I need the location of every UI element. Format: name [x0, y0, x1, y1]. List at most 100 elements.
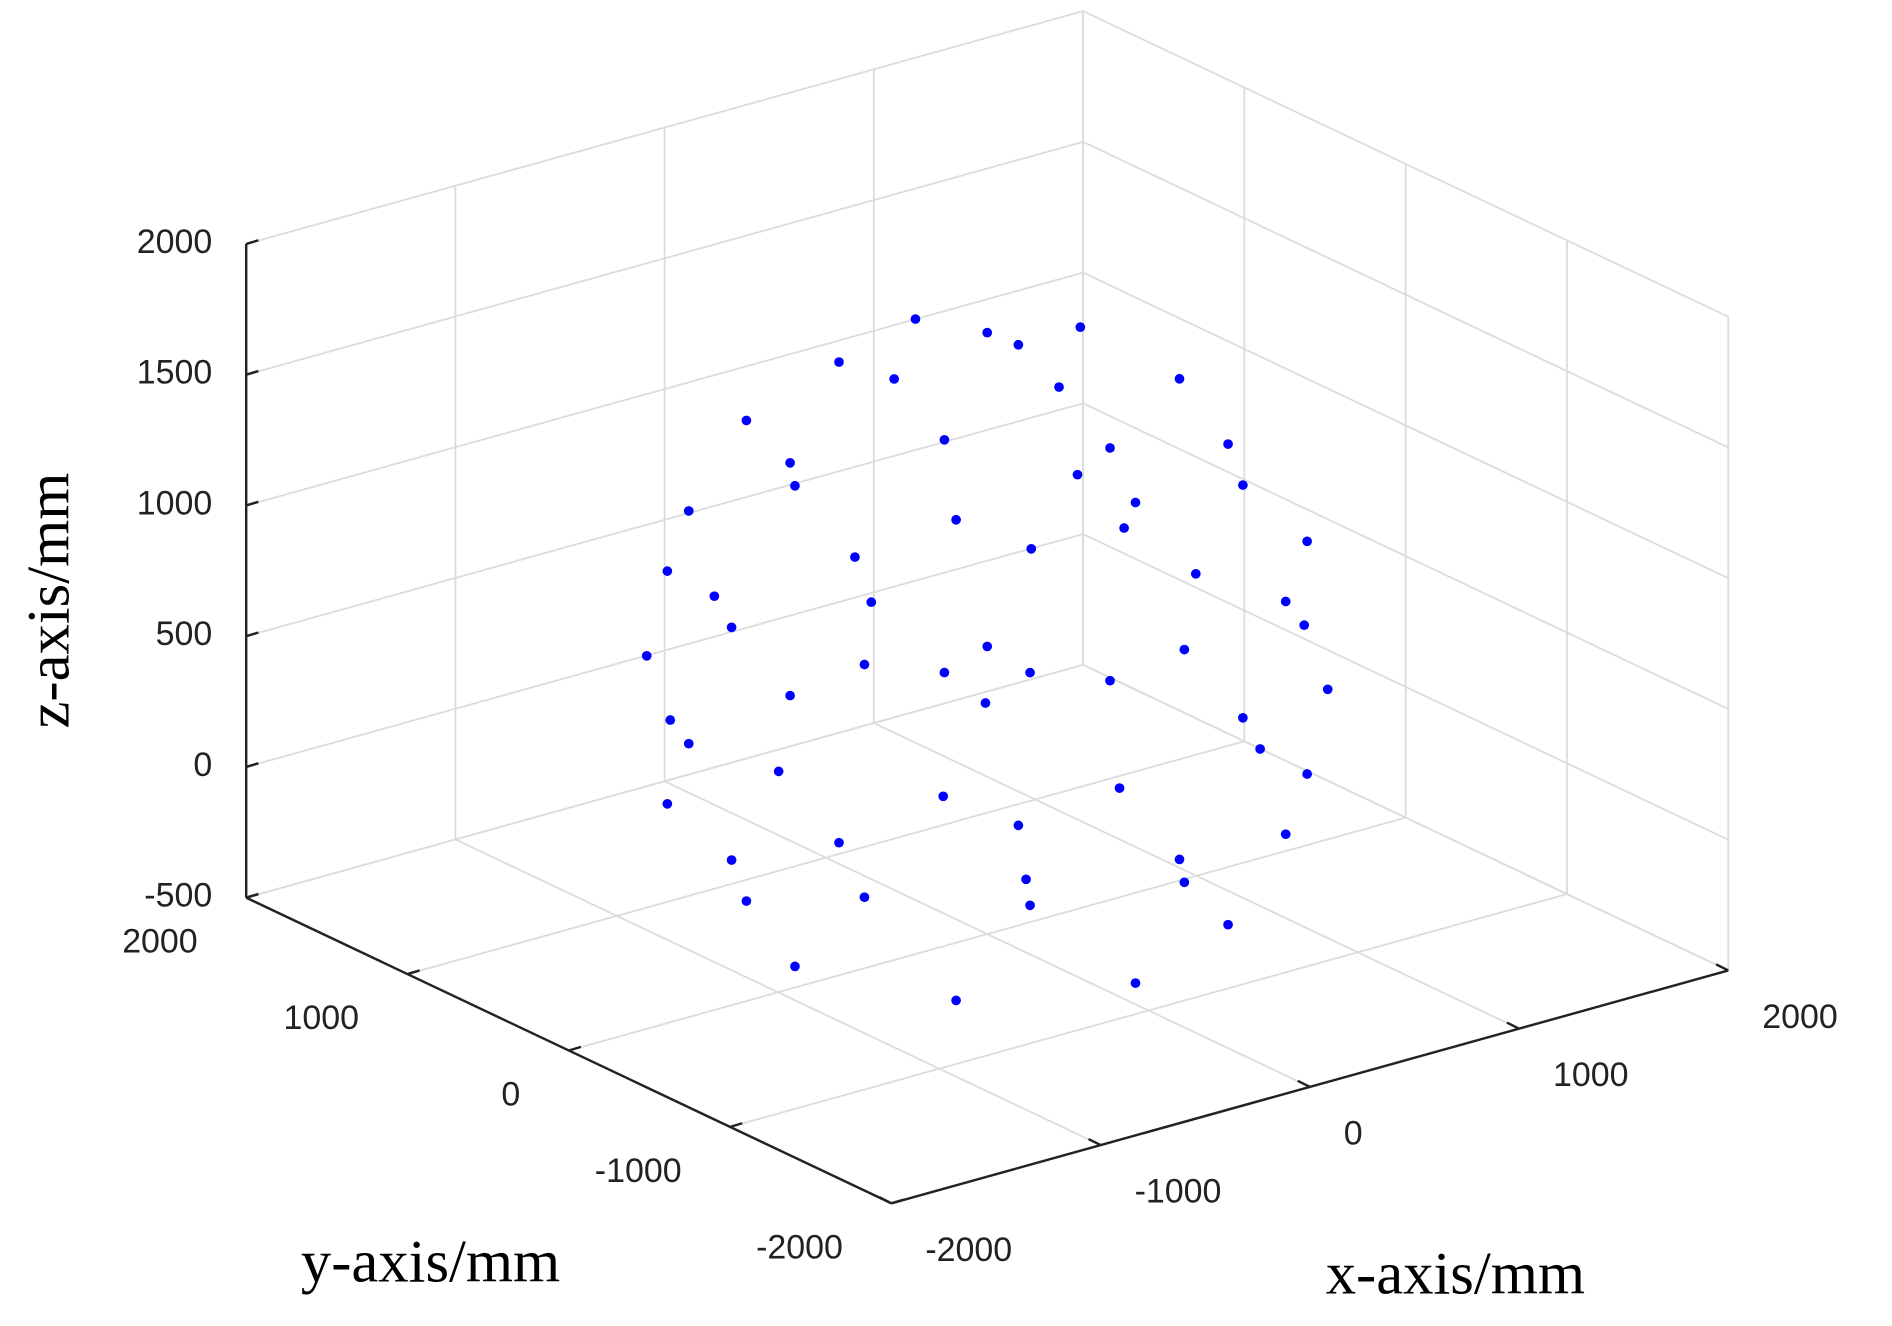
grid-line: [1082, 271, 1729, 580]
tick-mark: [1087, 1137, 1102, 1147]
point: [785, 457, 795, 468]
tick-mark: [1297, 1079, 1311, 1088]
grid-line: [729, 893, 1568, 1128]
x-tick-label: -1000: [1135, 1173, 1222, 1211]
y-axis-label: y-axis/mm: [301, 1229, 560, 1296]
tick-mark: [1506, 1021, 1520, 1030]
point: [726, 622, 737, 633]
point: [1302, 769, 1312, 779]
point: [790, 961, 800, 972]
point: [1026, 544, 1037, 554]
grid-line: [245, 140, 1084, 376]
tick-mark: [245, 631, 259, 638]
x-tick-label: 0: [1344, 1114, 1363, 1152]
tick-mark: [245, 762, 259, 769]
x-tick-label: -2000: [925, 1231, 1012, 1269]
point: [662, 798, 673, 809]
tick-mark: [891, 1198, 904, 1205]
tick-mark: [245, 892, 259, 899]
point: [980, 698, 991, 708]
point: [889, 374, 899, 384]
point: [1072, 469, 1083, 480]
point: [1280, 596, 1291, 607]
tick-mark: [245, 500, 259, 507]
point: [1223, 439, 1233, 449]
point: [850, 552, 860, 562]
point: [741, 415, 752, 426]
z-tick-label: 1000: [137, 484, 213, 522]
point: [726, 855, 737, 865]
y-tick-label: 1000: [283, 999, 359, 1037]
point: [938, 791, 949, 802]
grid-line: [245, 10, 1084, 245]
point: [1119, 523, 1129, 533]
tick-mark: [729, 1122, 743, 1129]
point: [1174, 854, 1185, 865]
point: [1105, 675, 1115, 686]
grid-line: [245, 271, 1084, 507]
point: [1054, 382, 1064, 392]
tick-mark: [245, 369, 259, 376]
x-tick-label: 2000: [1762, 998, 1838, 1036]
grid-line: [1082, 402, 1729, 710]
point: [790, 480, 800, 491]
point: [951, 995, 961, 1006]
point: [1025, 900, 1035, 911]
z-tick-label: -500: [144, 877, 212, 915]
z-tick-label: 500: [156, 615, 213, 653]
point: [939, 667, 950, 678]
point: [785, 690, 795, 701]
point: [1021, 874, 1031, 885]
z-axis-label: z-axis/mm: [15, 473, 82, 729]
point: [1025, 667, 1035, 678]
point: [1105, 443, 1115, 453]
z-tick-label: 0: [193, 746, 212, 784]
point: [1238, 480, 1248, 490]
point: [741, 896, 752, 906]
point: [866, 597, 877, 607]
grid-line: [1082, 533, 1729, 841]
point: [834, 357, 844, 367]
point: [1299, 620, 1310, 630]
tick-mark: [568, 1045, 582, 1052]
x-axis-label: x-axis/mm: [1326, 1241, 1585, 1308]
grid-line: [407, 740, 1245, 975]
point: [1223, 919, 1233, 930]
y-tick-label: 0: [501, 1076, 520, 1114]
tick-mark: [245, 239, 259, 246]
grid-line: [1082, 10, 1729, 318]
point: [1130, 497, 1141, 508]
point: [665, 715, 676, 725]
point: [1255, 744, 1265, 754]
point: [641, 651, 652, 661]
point: [1075, 322, 1086, 332]
point: [1322, 684, 1333, 695]
point: [1174, 373, 1185, 384]
point: [1280, 829, 1291, 840]
point: [709, 591, 720, 602]
point: [1238, 712, 1248, 723]
point: [859, 892, 870, 903]
tick-mark: [407, 969, 420, 976]
tick-mark: [1715, 963, 1729, 972]
point: [1130, 978, 1141, 988]
point: [1114, 783, 1125, 793]
point: [683, 738, 694, 749]
point: [1013, 339, 1024, 350]
grid-line: [1082, 663, 1729, 972]
point: [951, 514, 961, 525]
y-tick-label: 2000: [122, 923, 198, 961]
point: [910, 314, 921, 324]
point: [773, 766, 784, 777]
grid-line: [1082, 141, 1729, 449]
tick-mark: [878, 1196, 892, 1205]
grid-line: [245, 663, 1084, 899]
point: [834, 837, 844, 848]
z-tick-label: 2000: [137, 223, 213, 261]
y-tick-label: -2000: [756, 1228, 843, 1266]
point: [1179, 644, 1190, 655]
x-tick-label: 1000: [1553, 1056, 1629, 1094]
point: [982, 327, 993, 338]
